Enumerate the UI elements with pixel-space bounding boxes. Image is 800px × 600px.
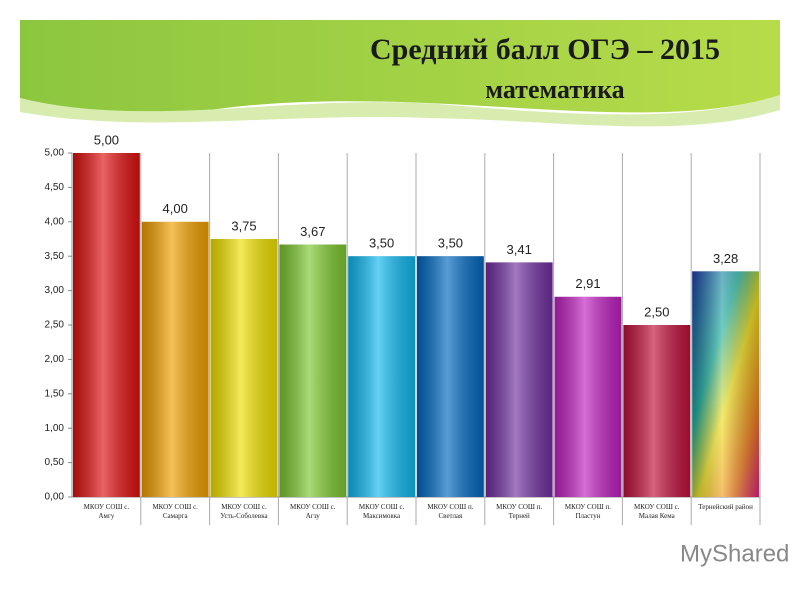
bar-shine — [279, 244, 347, 497]
x-tick-label: Тернейский район — [698, 503, 753, 511]
bar-shine — [417, 256, 484, 497]
x-tick-label: МКОУ СОШ п. Светлая — [427, 503, 474, 520]
value-label: 3,67 — [300, 224, 325, 239]
chart-title: Средний балл ОГЭ – 2015 — [370, 33, 720, 66]
value-label: 2,91 — [575, 276, 600, 291]
x-tick-label: МКОУ СОШ с. Самарга — [152, 503, 198, 520]
bar-shine — [348, 256, 415, 497]
x-tick-label: МКОУ СОШ с. Максимовка — [358, 503, 405, 520]
y-tick-label: 0,50 — [45, 457, 65, 468]
x-tick-label: МКОУ СОШ п. Терней — [496, 503, 543, 520]
value-label: 3,50 — [369, 236, 394, 251]
value-label: 3,41 — [507, 242, 532, 257]
bar-shine — [210, 239, 278, 497]
header-band — [20, 20, 780, 115]
bar-shine — [485, 262, 553, 497]
x-tick-label: МКОУ СОШ с. Амгу — [83, 503, 130, 520]
x-tick-label: МКОУ СОШ с. Малая Кема — [634, 503, 680, 520]
x-tick-label: МКОУ СОШ с. Агзу — [290, 503, 336, 520]
y-tick-label: 2,50 — [45, 320, 65, 331]
value-label: 4,00 — [163, 201, 188, 216]
value-label: 2,50 — [644, 304, 669, 319]
x-tick-label: МКОУ СОШ п. Пластун — [564, 503, 612, 520]
bar-shine — [623, 325, 691, 497]
value-label: 3,28 — [713, 251, 738, 266]
y-tick-label: 4,00 — [45, 216, 65, 227]
bar-shine — [692, 271, 759, 497]
y-tick-label: 1,00 — [45, 423, 65, 434]
value-label: 5,00 — [94, 132, 119, 147]
bar-shine — [73, 153, 140, 497]
x-tick-label: МКОУ СОШ с. Усть-Соболевка — [220, 503, 268, 520]
y-tick-label: 1,50 — [45, 388, 65, 399]
y-tick-label: 5,00 — [45, 148, 65, 159]
y-tick-label: 4,50 — [45, 182, 65, 193]
y-tick-label: 3,00 — [45, 285, 65, 296]
header-swoosh — [20, 95, 780, 127]
value-label: 3,50 — [438, 236, 463, 251]
bar-shine — [141, 221, 209, 498]
watermark: MyShared — [680, 540, 789, 567]
y-tick-label: 0,00 — [45, 492, 65, 503]
value-label: 3,75 — [231, 218, 256, 233]
bar-shine — [554, 296, 622, 497]
y-tick-label: 3,50 — [45, 251, 65, 262]
y-tick-label: 2,00 — [45, 354, 65, 365]
chart-subtitle: математика — [485, 75, 624, 104]
